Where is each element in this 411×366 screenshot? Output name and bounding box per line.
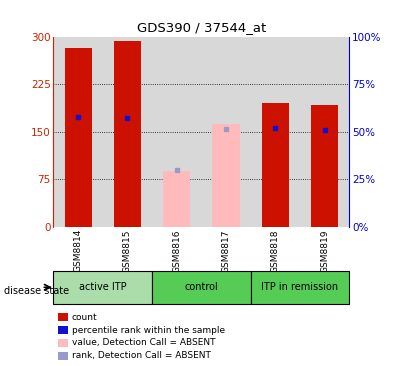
Bar: [212, 123, 240, 227]
Text: rank, Detection Call = ABSENT: rank, Detection Call = ABSENT: [72, 351, 211, 360]
Bar: [53, 271, 152, 304]
Bar: [311, 105, 338, 227]
Text: GSM8819: GSM8819: [320, 229, 329, 273]
Text: disease state: disease state: [4, 286, 69, 296]
Bar: [65, 48, 92, 227]
Text: active ITP: active ITP: [79, 282, 127, 292]
Text: percentile rank within the sample: percentile rank within the sample: [72, 326, 225, 335]
Text: value, Detection Call = ABSENT: value, Detection Call = ABSENT: [72, 339, 215, 347]
Bar: [152, 271, 251, 304]
Bar: [163, 171, 190, 227]
Text: GSM8816: GSM8816: [172, 229, 181, 273]
Text: GSM8817: GSM8817: [222, 229, 231, 273]
Bar: [251, 271, 349, 304]
Bar: [114, 41, 141, 227]
Text: control: control: [185, 282, 218, 292]
Text: GSM8814: GSM8814: [74, 229, 83, 273]
Text: ITP in remission: ITP in remission: [261, 282, 339, 292]
Text: count: count: [72, 313, 97, 322]
Text: GSM8818: GSM8818: [271, 229, 280, 273]
Bar: [262, 103, 289, 227]
Text: GSM8815: GSM8815: [123, 229, 132, 273]
Title: GDS390 / 37544_at: GDS390 / 37544_at: [137, 21, 266, 34]
